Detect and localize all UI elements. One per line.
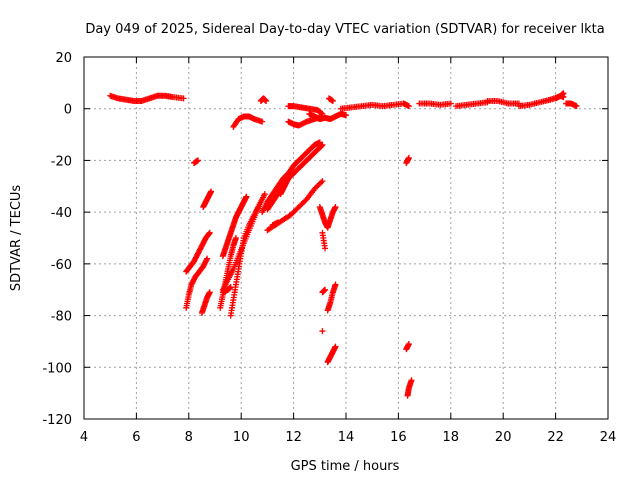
data-point	[180, 95, 187, 102]
data-point	[263, 97, 270, 104]
data-point	[206, 230, 213, 237]
x-tick-label: 10	[233, 430, 250, 445]
data-point	[405, 341, 412, 348]
x-tick-label: 14	[338, 430, 355, 445]
data-point	[302, 197, 309, 204]
data-series	[319, 286, 329, 296]
data-series	[542, 90, 567, 104]
x-tick-label: 6	[132, 430, 140, 445]
y-tick-label: 0	[64, 103, 72, 118]
data-point	[256, 201, 263, 208]
data-series	[227, 201, 263, 319]
data-point	[332, 281, 339, 288]
data-point	[405, 103, 412, 110]
data-point	[232, 235, 239, 241]
y-tick-labels: 20 0 -20 -40 -60 -80 -100 -120	[42, 51, 72, 428]
data-series	[230, 113, 266, 130]
grid-lines	[84, 57, 608, 419]
data-series	[219, 193, 250, 260]
x-tick-label: 22	[547, 430, 564, 445]
data-point	[329, 97, 336, 104]
axis-ticks	[83, 56, 609, 420]
data-point	[332, 343, 339, 350]
y-tick-label: -80	[51, 310, 72, 325]
x-tick-labels: 4 6 8 10 12 14 16 18 20 22 24	[80, 430, 616, 445]
data-point	[204, 255, 211, 262]
y-tick-label: -20	[51, 154, 72, 169]
y-tick-label: 20	[55, 51, 72, 66]
data-point	[194, 157, 201, 164]
data-point	[319, 328, 326, 335]
data-series	[316, 203, 339, 231]
data-series	[404, 377, 415, 399]
x-tick-label: 16	[390, 430, 407, 445]
data-series	[319, 229, 329, 252]
data-point	[287, 170, 294, 177]
data-series	[219, 284, 234, 296]
data-series	[337, 100, 412, 112]
data-point	[573, 103, 580, 110]
data-point	[332, 203, 339, 210]
y-tick-label: -60	[51, 258, 72, 273]
x-tick-label: 8	[185, 430, 193, 445]
data-point	[560, 90, 567, 97]
data-points	[107, 90, 580, 399]
data-point	[261, 191, 268, 198]
x-tick-label: 20	[495, 430, 512, 445]
chart-title: Day 049 of 2025, Sidereal Day-to-day VTE…	[85, 22, 604, 37]
x-tick-label: 24	[600, 430, 617, 445]
y-tick-label: -120	[42, 413, 72, 428]
data-series	[264, 141, 326, 213]
data-series	[259, 139, 323, 216]
x-tick-label: 12	[285, 430, 302, 445]
data-series	[257, 95, 270, 104]
data-point	[274, 219, 281, 226]
data-point	[227, 284, 234, 291]
data-series	[403, 154, 412, 167]
data-point	[319, 178, 326, 185]
data-series	[416, 100, 454, 108]
x-tick-label: 18	[443, 430, 460, 445]
data-point	[405, 154, 412, 161]
y-tick-label: -100	[42, 361, 72, 376]
data-series	[285, 103, 326, 117]
data-point	[206, 229, 213, 236]
data-series	[324, 343, 339, 366]
data-series	[191, 157, 201, 167]
data-point	[259, 118, 266, 125]
data-point	[208, 188, 215, 195]
data-point	[447, 100, 454, 107]
data-series	[319, 328, 326, 335]
x-tick-label: 4	[80, 430, 88, 445]
data-series	[403, 341, 412, 353]
data-point	[322, 245, 329, 252]
data-series	[107, 92, 187, 104]
data-series	[269, 219, 281, 229]
data-point	[318, 179, 325, 186]
data-point	[206, 289, 213, 296]
data-series	[183, 255, 211, 311]
data-series	[200, 188, 215, 210]
data-point	[319, 141, 326, 148]
data-point	[408, 377, 415, 384]
data-series	[198, 289, 213, 316]
data-point	[243, 193, 250, 200]
data-point	[322, 286, 329, 293]
data-series	[324, 281, 339, 314]
y-tick-label: -40	[51, 206, 72, 221]
data-point	[343, 112, 349, 119]
x-axis-label: GPS time / hours	[291, 459, 400, 474]
data-point	[203, 256, 210, 263]
data-series	[325, 95, 336, 104]
data-series	[183, 229, 213, 275]
data-series	[306, 110, 349, 123]
data-series	[563, 100, 580, 110]
y-axis-label: SDTVAR / TECUs	[9, 185, 24, 292]
data-series	[277, 170, 294, 198]
